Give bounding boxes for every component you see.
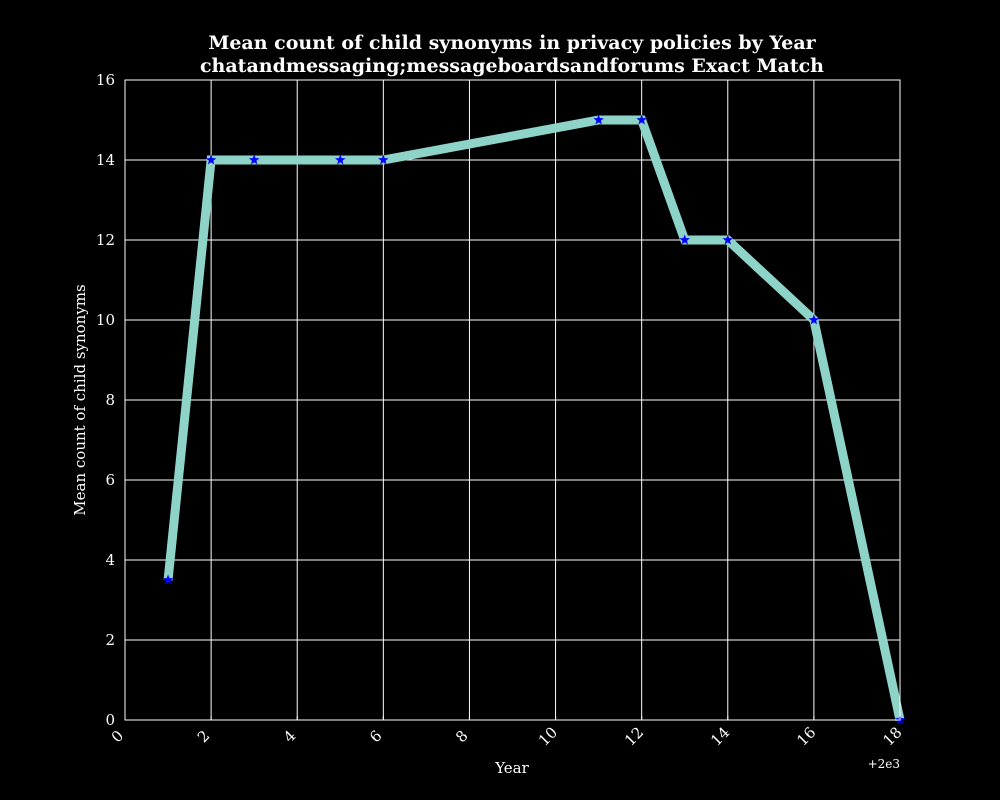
y-tick-label: 12 <box>96 231 115 249</box>
data-point-star <box>378 154 389 165</box>
y-tick-label: 8 <box>105 391 115 409</box>
y-tick-label: 16 <box>96 71 115 89</box>
y-tick-label: 0 <box>105 711 115 729</box>
chart-title-line-2: chatandmessaging;messageboardsandforums … <box>200 55 824 77</box>
y-tick-label: 4 <box>105 551 115 569</box>
data-point-star <box>679 234 690 245</box>
data-point-star <box>636 114 647 125</box>
data-point-star <box>593 114 604 125</box>
x-axis-label: Year <box>494 759 529 777</box>
data-point-star <box>162 574 174 585</box>
y-axis-label: Mean count of child synonyms <box>71 284 89 515</box>
y-tick-label: 6 <box>105 471 115 489</box>
x-axis-offset-label: +2e3 <box>868 757 900 771</box>
y-tick-label: 14 <box>96 151 115 169</box>
data-point-star <box>808 314 820 325</box>
y-tick-label: 2 <box>105 631 115 649</box>
data-point-star <box>205 154 217 165</box>
data-point-star <box>248 154 260 165</box>
chart-title-line-1: Mean count of child synonyms in privacy … <box>208 32 816 54</box>
data-point-star <box>335 154 346 165</box>
data-point-star <box>722 234 734 245</box>
y-axis-ticks: 0 2 4 6 8 10 12 14 16 <box>96 71 129 729</box>
y-tick-label: 10 <box>96 311 115 329</box>
